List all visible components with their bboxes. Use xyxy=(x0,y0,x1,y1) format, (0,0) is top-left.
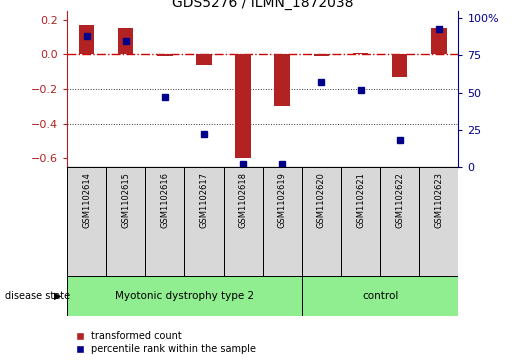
Bar xyxy=(184,167,224,276)
Bar xyxy=(431,28,447,54)
Text: GSM1102620: GSM1102620 xyxy=(317,172,326,228)
Bar xyxy=(106,167,145,276)
Text: Myotonic dystrophy type 2: Myotonic dystrophy type 2 xyxy=(115,291,254,301)
Bar xyxy=(419,167,458,276)
Text: GSM1102614: GSM1102614 xyxy=(82,172,91,228)
Bar xyxy=(353,53,368,54)
Bar xyxy=(314,54,329,56)
Bar xyxy=(263,167,302,276)
Text: GSM1102619: GSM1102619 xyxy=(278,172,287,228)
Text: GSM1102623: GSM1102623 xyxy=(434,172,443,228)
Bar xyxy=(235,54,251,158)
Text: disease state: disease state xyxy=(5,291,70,301)
Bar xyxy=(380,167,419,276)
Bar xyxy=(302,276,458,316)
Bar xyxy=(392,54,407,77)
Bar xyxy=(145,167,184,276)
Text: GSM1102616: GSM1102616 xyxy=(160,172,169,228)
Bar xyxy=(67,276,302,316)
Bar xyxy=(157,54,173,56)
Title: GDS5276 / ILMN_1872038: GDS5276 / ILMN_1872038 xyxy=(172,0,353,10)
Bar xyxy=(341,167,380,276)
Bar xyxy=(196,54,212,65)
Text: GSM1102622: GSM1102622 xyxy=(395,172,404,228)
Text: GSM1102618: GSM1102618 xyxy=(238,172,248,228)
Text: ▶: ▶ xyxy=(54,291,62,301)
Text: GSM1102615: GSM1102615 xyxy=(121,172,130,228)
Text: control: control xyxy=(362,291,398,301)
Bar xyxy=(79,25,94,54)
Bar xyxy=(274,54,290,106)
Bar xyxy=(67,167,106,276)
Bar xyxy=(118,28,133,54)
Text: GSM1102621: GSM1102621 xyxy=(356,172,365,228)
Legend: transformed count, percentile rank within the sample: transformed count, percentile rank withi… xyxy=(72,327,260,358)
Text: GSM1102617: GSM1102617 xyxy=(199,172,209,228)
Bar xyxy=(302,167,341,276)
Bar xyxy=(224,167,263,276)
